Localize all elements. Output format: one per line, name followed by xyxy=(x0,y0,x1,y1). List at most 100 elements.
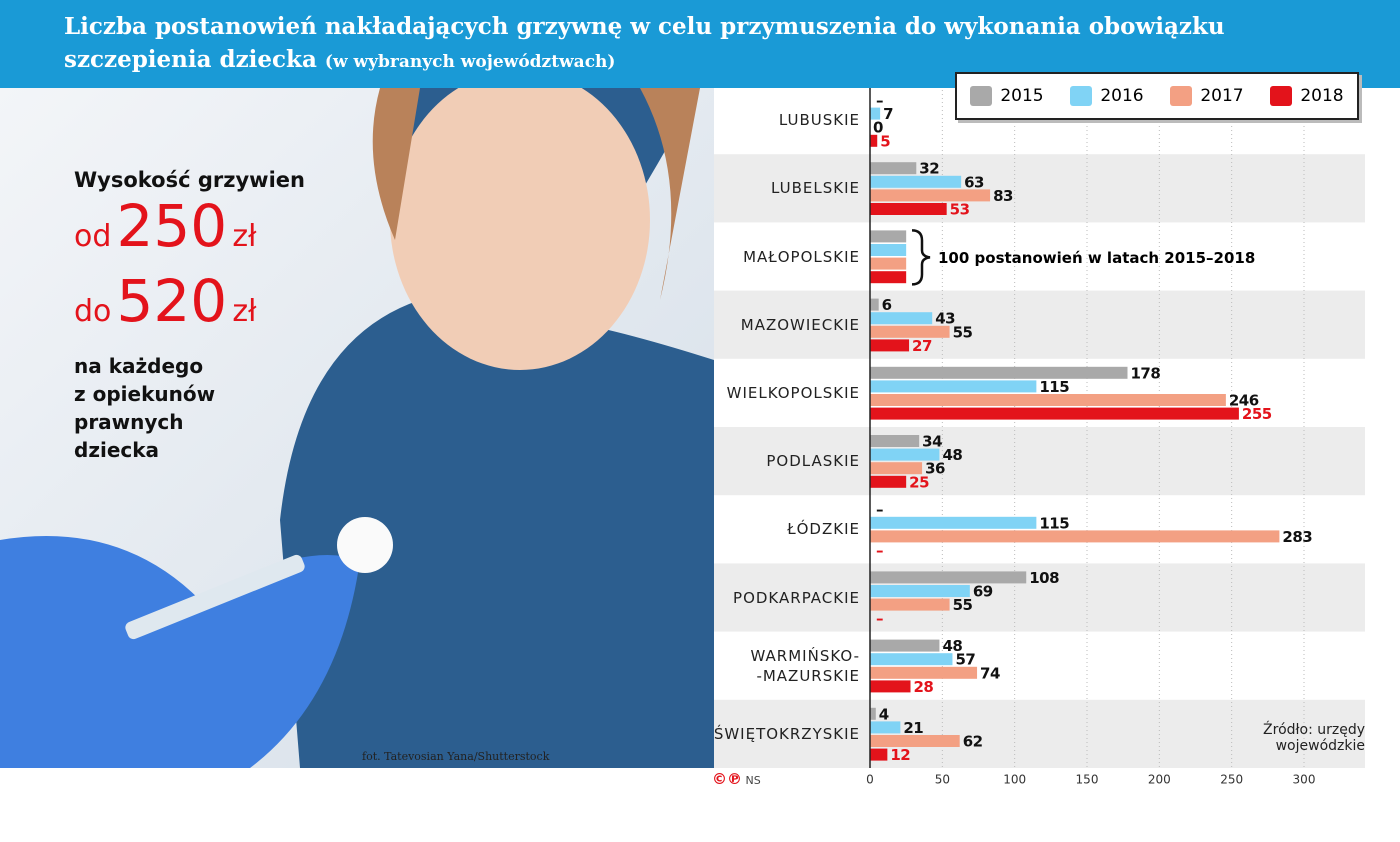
bar xyxy=(870,339,910,352)
value-label: – xyxy=(876,542,883,560)
legend-item: 2015 xyxy=(970,86,1044,106)
value-label: 27 xyxy=(912,337,932,355)
x-tick-label: 200 xyxy=(1148,773,1171,787)
legend-item: 2017 xyxy=(1170,86,1244,106)
x-tick-label: 50 xyxy=(935,773,950,787)
value-label: 255 xyxy=(1242,405,1272,423)
category-label: MAŁOPOLSKIE xyxy=(743,247,860,266)
bar xyxy=(870,571,1027,584)
value-label: 25 xyxy=(909,473,929,491)
fine-to: do 520 zł xyxy=(74,271,305,346)
value-label: 36 xyxy=(925,460,945,478)
category-label: PODLASKIE xyxy=(766,452,860,471)
row-band xyxy=(714,699,1365,768)
x-tick-label: 100 xyxy=(1003,773,1026,787)
value-label: 63 xyxy=(964,173,984,191)
logo-icons: ©℗ xyxy=(712,770,742,788)
category-label: WIELKOPOLSKIE xyxy=(726,383,860,402)
bar xyxy=(870,203,947,215)
value-label: 53 xyxy=(950,201,970,219)
value-label: 12 xyxy=(890,746,910,764)
photo-credit: fot. Tatevosian Yana/Shutterstock xyxy=(362,750,550,763)
legend-item: 2018 xyxy=(1270,86,1344,106)
row-band xyxy=(714,154,1365,223)
photo-cotton xyxy=(337,517,393,573)
legend-swatch xyxy=(1070,86,1093,106)
value-label: 62 xyxy=(963,733,983,751)
value-label: 115 xyxy=(1039,378,1069,396)
sidebar-note: na każdego z opiekunów prawnych dziecka xyxy=(74,354,216,462)
bar xyxy=(870,475,907,488)
value-label: 57 xyxy=(955,651,975,669)
bar xyxy=(870,516,1037,529)
category-label: ŁÓDZKIE xyxy=(787,520,860,539)
value-label: 7 xyxy=(883,105,893,123)
fine-from: od 250 zł xyxy=(74,196,305,271)
value-label: 115 xyxy=(1039,514,1069,532)
x-tick-label: 250 xyxy=(1220,773,1243,787)
category-label: PODKARPACKIE xyxy=(733,588,860,607)
bar xyxy=(870,394,1226,406)
annotation-brace xyxy=(911,229,931,286)
bar xyxy=(870,366,1128,379)
legend-label: 2018 xyxy=(1300,86,1344,106)
logo-text: NS xyxy=(745,774,761,787)
photo-shirt xyxy=(280,88,714,768)
x-tick-label: 150 xyxy=(1076,773,1099,787)
title-text: Liczba postanowień nakładających grzywnę… xyxy=(64,13,1225,73)
bar xyxy=(870,448,940,461)
row-band xyxy=(714,427,1365,496)
bar xyxy=(870,735,960,747)
subtitle: (w wybranych województwach) xyxy=(324,52,616,72)
category-label: LUBELSKIE xyxy=(771,179,860,198)
value-label: 48 xyxy=(942,446,962,464)
category-label: WARMIŃSKO- -MAZURSKIE xyxy=(750,646,860,685)
from-word: od xyxy=(74,219,112,254)
photo-syringe xyxy=(125,554,305,640)
legend-swatch xyxy=(970,86,993,106)
bar xyxy=(870,257,907,270)
value-label: 55 xyxy=(953,323,973,341)
value-label: 69 xyxy=(973,583,993,601)
value-label: 34 xyxy=(922,433,942,451)
category-label: LUBUSKIE xyxy=(778,111,860,130)
bar xyxy=(870,380,1037,393)
bar xyxy=(870,530,1280,543)
bar xyxy=(870,271,907,284)
bar xyxy=(870,312,933,325)
value-label: 28 xyxy=(914,678,934,696)
bar xyxy=(870,680,911,693)
value-label: 4 xyxy=(879,705,889,723)
legend-swatch xyxy=(1170,86,1193,106)
value-label: 5 xyxy=(880,132,890,150)
bar xyxy=(870,107,881,120)
value-label: – xyxy=(876,92,883,110)
legend-item: 2016 xyxy=(1070,86,1144,106)
bar xyxy=(870,462,923,475)
value-label: 178 xyxy=(1131,364,1161,382)
bar xyxy=(870,189,991,202)
value-label: 21 xyxy=(903,719,923,737)
x-tick-label: 0 xyxy=(866,773,874,787)
x-tick-label: 300 xyxy=(1293,773,1316,787)
sidebar-heading: Wysokość grzywien xyxy=(74,168,305,192)
unit: zł xyxy=(232,219,257,254)
bar xyxy=(870,707,876,720)
value-label: – xyxy=(876,501,883,519)
bar xyxy=(870,666,978,679)
bar xyxy=(870,435,920,447)
value-label: 32 xyxy=(919,160,939,178)
category-label: MAZOWIECKIE xyxy=(740,315,860,334)
bar xyxy=(870,721,901,734)
bar xyxy=(870,407,1239,420)
bar xyxy=(870,298,879,311)
source: Źródło: urzędy wojewódzkie xyxy=(1263,722,1365,754)
value-label: 48 xyxy=(942,637,962,655)
to-word: do xyxy=(74,294,112,329)
legend: 2015 2016 2017 2018 xyxy=(955,72,1359,120)
bar xyxy=(870,598,950,611)
legend-swatch xyxy=(1270,86,1293,106)
photo-face xyxy=(390,70,650,370)
